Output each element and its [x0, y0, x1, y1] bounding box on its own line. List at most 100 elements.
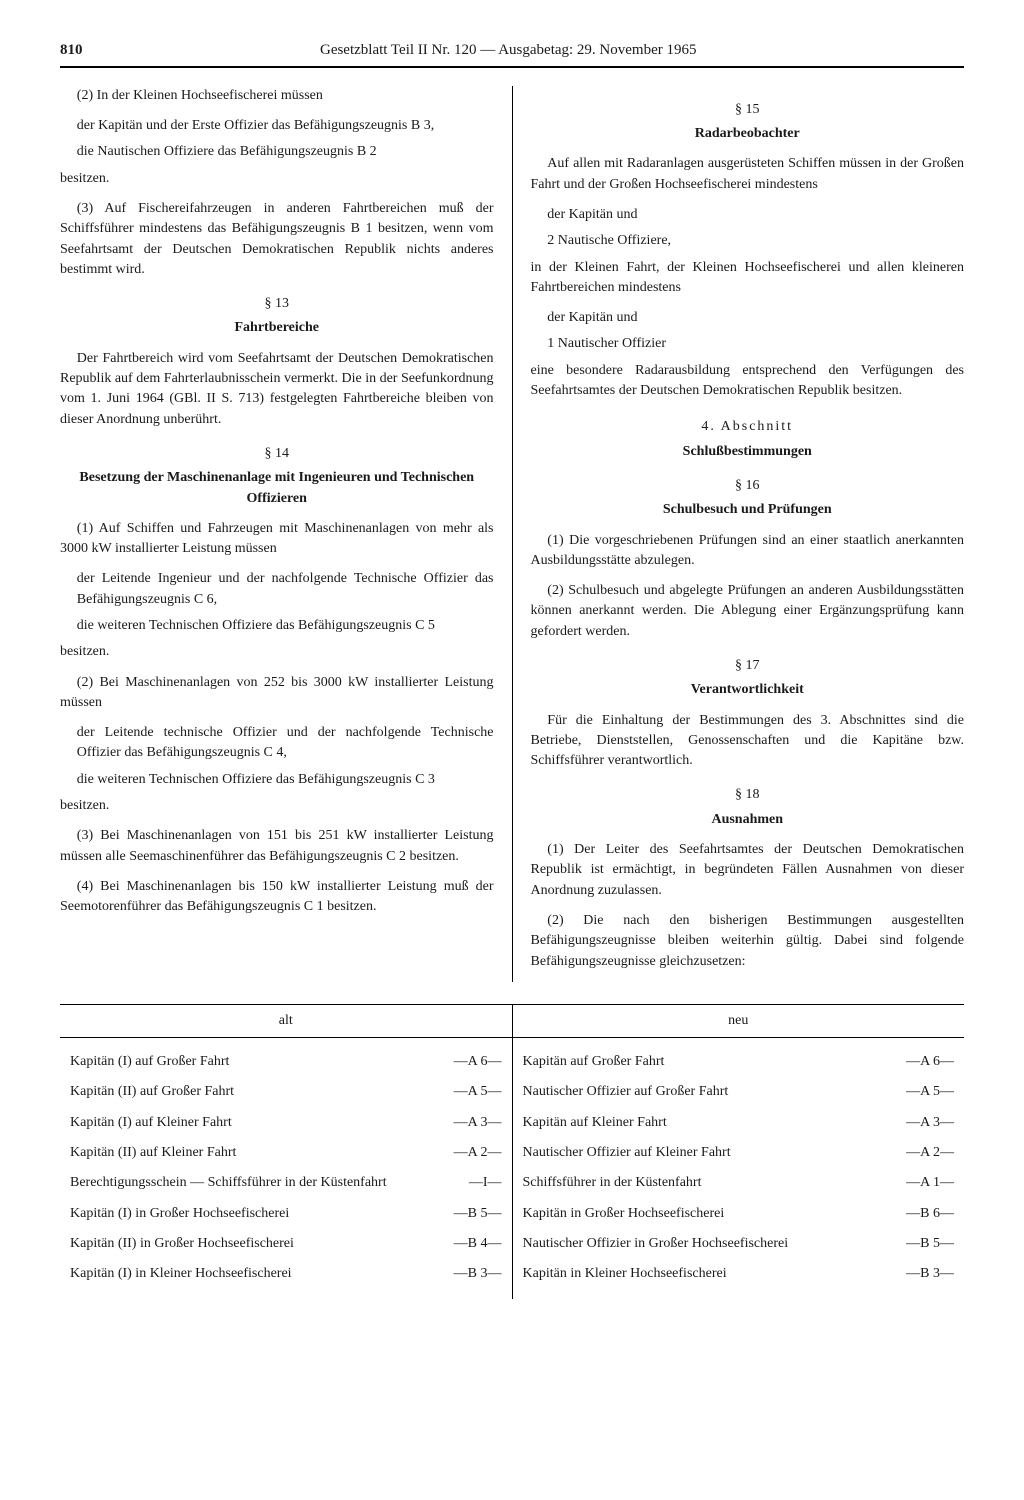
paragraph: Der Fahrtbereich wird vom Seefahrtsamt d…: [60, 349, 494, 430]
row-code: —A 6—: [454, 1052, 502, 1072]
section-title: Schulbesuch und Prüfungen: [531, 500, 965, 520]
table-row: Schiffsführer in der Küstenfahrt —A 1—: [523, 1173, 955, 1193]
paragraph: besitzen.: [60, 796, 494, 816]
paragraph: (3) Bei Maschinenanlagen von 151 bis 251…: [60, 826, 494, 867]
paragraph: 1 Nautischer Offizier: [531, 334, 965, 354]
right-column: § 15 Radarbeobachter Auf allen mit Radar…: [513, 86, 965, 982]
paragraph: der Kapitän und: [531, 308, 965, 328]
table-row: Kapitän auf Großer Fahrt —A 6—: [523, 1052, 955, 1072]
paragraph: der Kapitän und der Erste Offizier das B…: [60, 116, 494, 136]
header-title: Gesetzblatt Teil II Nr. 120 — Ausgabetag…: [83, 40, 935, 62]
row-code: —A 3—: [454, 1113, 502, 1133]
table-row: Kapitän (I) in Kleiner Hochseefischerei —…: [70, 1264, 502, 1284]
section-number: § 17: [531, 656, 965, 676]
table-row: Kapitän auf Kleiner Fahrt —A 3—: [523, 1113, 955, 1133]
paragraph: die weiteren Technischen Offiziere das B…: [60, 616, 494, 636]
table-row: Berechtigungsschein — Schiffsführer in d…: [70, 1173, 502, 1193]
paragraph: der Leitende Ingenieur und der nachfolge…: [60, 569, 494, 610]
section-number: § 13: [60, 294, 494, 314]
table-header-row: alt neu: [60, 1005, 964, 1038]
row-code: —A 5—: [906, 1082, 954, 1102]
page-container: 810 Gesetzblatt Teil II Nr. 120 — Ausgab…: [60, 40, 964, 1299]
paragraph: Für die Einhaltung der Bestimmungen des …: [531, 711, 965, 772]
paragraph: besitzen.: [60, 642, 494, 662]
left-column: (2) In der Kleinen Hochseefischerei müss…: [60, 86, 513, 982]
table-row: Kapitän (II) auf Großer Fahrt —A 5—: [70, 1082, 502, 1102]
section-number: § 15: [531, 100, 965, 120]
equivalence-table: alt neu Kapitän (I) auf Großer Fahrt —A 6…: [60, 1004, 964, 1299]
row-label: Nautischer Offizier auf Großer Fahrt: [523, 1082, 897, 1102]
row-code: —A 5—: [454, 1082, 502, 1102]
row-code: —B 3—: [454, 1264, 502, 1284]
neu-column: Kapitän auf Großer Fahrt —A 6— Nautischer …: [513, 1038, 965, 1298]
section-title: Fahrtbereiche: [60, 318, 494, 338]
table-row: Kapitän (I) auf Großer Fahrt —A 6—: [70, 1052, 502, 1072]
chapter-title: Schlußbestimmungen: [531, 442, 965, 462]
row-label: Kapitän (I) in Großer Hochseefischerei: [70, 1204, 444, 1224]
row-code: —A 2—: [906, 1143, 954, 1163]
row-code: —B 5—: [454, 1204, 502, 1224]
chapter-number: 4. Abschnitt: [531, 417, 965, 437]
section-title: Besetzung der Maschinenanlage mit Ingeni…: [60, 468, 494, 509]
row-label: Kapitän (I) auf Großer Fahrt: [70, 1052, 444, 1072]
paragraph: die weiteren Technischen Offiziere das B…: [60, 770, 494, 790]
row-code: —A 6—: [906, 1052, 954, 1072]
table-row: Kapitän in Kleiner Hochseefischerei —B 3—: [523, 1264, 955, 1284]
paragraph: (1) Die vorgeschriebenen Prüfungen sind …: [531, 531, 965, 572]
row-label: Schiffsführer in der Küstenfahrt: [523, 1173, 897, 1193]
table-row: Kapitän in Großer Hochseefischerei—B 6—: [523, 1204, 955, 1224]
row-code: —A 3—: [906, 1113, 954, 1133]
paragraph: (2) In der Kleinen Hochseefischerei müss…: [60, 86, 494, 106]
table-row: Kapitän (II) in Großer Hochseefischerei —…: [70, 1234, 502, 1254]
row-label: Nautischer Offizier in Großer Hochseefis…: [523, 1234, 897, 1254]
table-row: Kapitän (I) in Großer Hochseefischerei —B…: [70, 1204, 502, 1224]
paragraph: der Leitende technische Offizier und der…: [60, 723, 494, 764]
section-title: Ausnahmen: [531, 810, 965, 830]
row-code: —B 4—: [454, 1234, 502, 1254]
col-header-neu: neu: [513, 1005, 965, 1037]
row-label: Kapitän (II) auf Kleiner Fahrt: [70, 1143, 444, 1163]
paragraph: besitzen.: [60, 169, 494, 189]
alt-column: Kapitän (I) auf Großer Fahrt—A 6—Kapitän…: [60, 1038, 513, 1298]
table-row: Nautischer Offizier in Großer Hochseefis…: [523, 1234, 955, 1254]
row-code: —B 3—: [906, 1264, 954, 1284]
paragraph: (2) Schulbesuch und abgelegte Prüfungen …: [531, 581, 965, 642]
page-number: 810: [60, 40, 83, 62]
section-number: § 14: [60, 444, 494, 464]
row-code: —A 2—: [454, 1143, 502, 1163]
body-columns: (2) In der Kleinen Hochseefischerei müss…: [60, 86, 964, 982]
row-label: Kapitän in Großer Hochseefischerei: [523, 1204, 897, 1224]
paragraph: (2) Bei Maschinenanlagen von 252 bis 300…: [60, 673, 494, 714]
paragraph: 2 Nautische Offiziere,: [531, 231, 965, 251]
paragraph: die Nautischen Offiziere das Befähigungs…: [60, 142, 494, 162]
row-label: Kapitän auf Kleiner Fahrt: [523, 1113, 897, 1133]
paragraph: eine besondere Radarausbildung entsprech…: [531, 361, 965, 402]
paragraph: in der Kleinen Fahrt, der Kleinen Hochse…: [531, 258, 965, 299]
row-code: —B 5—: [906, 1234, 954, 1254]
section-number: § 16: [531, 476, 965, 496]
table-row: Nautischer Offizier auf Großer Fahrt —A 5…: [523, 1082, 955, 1102]
row-label: Kapitän (II) in Großer Hochseefischerei: [70, 1234, 444, 1254]
row-label: Kapitän (II) auf Großer Fahrt: [70, 1082, 444, 1102]
row-label: Kapitän (I) in Kleiner Hochseefischerei: [70, 1264, 444, 1284]
paragraph: (3) Auf Fischereifahrzeugen in anderen F…: [60, 199, 494, 280]
paragraph: Auf allen mit Radaranlagen ausgerüsteten…: [531, 154, 965, 195]
row-label: Kapitän (I) auf Kleiner Fahrt: [70, 1113, 444, 1133]
row-code: —I—: [469, 1173, 502, 1193]
row-label: Nautischer Offizier auf Kleiner Fahrt: [523, 1143, 897, 1163]
section-number: § 18: [531, 785, 965, 805]
section-title: Verantwortlichkeit: [531, 680, 965, 700]
table-body: Kapitän (I) auf Großer Fahrt—A 6—Kapitän…: [60, 1038, 964, 1298]
row-label: Kapitän auf Großer Fahrt: [523, 1052, 897, 1072]
paragraph: der Kapitän und: [531, 205, 965, 225]
table-row: Kapitän (II) auf Kleiner Fahrt —A 2—: [70, 1143, 502, 1163]
table-row: Nautischer Offizier auf Kleiner Fahrt —A …: [523, 1143, 955, 1163]
running-header: 810 Gesetzblatt Teil II Nr. 120 — Ausgab…: [60, 40, 964, 68]
col-header-alt: alt: [60, 1005, 513, 1037]
row-label: Kapitän in Kleiner Hochseefischerei: [523, 1264, 897, 1284]
paragraph: (1) Auf Schiffen und Fahrzeugen mit Masc…: [60, 519, 494, 560]
table-row: Kapitän (I) auf Kleiner Fahrt —A 3—: [70, 1113, 502, 1133]
row-code: —A 1—: [906, 1173, 954, 1193]
paragraph: (4) Bei Maschinenanlagen bis 150 kW inst…: [60, 877, 494, 918]
row-label: Berechtigungsschein — Schiffsführer in d…: [70, 1173, 459, 1193]
